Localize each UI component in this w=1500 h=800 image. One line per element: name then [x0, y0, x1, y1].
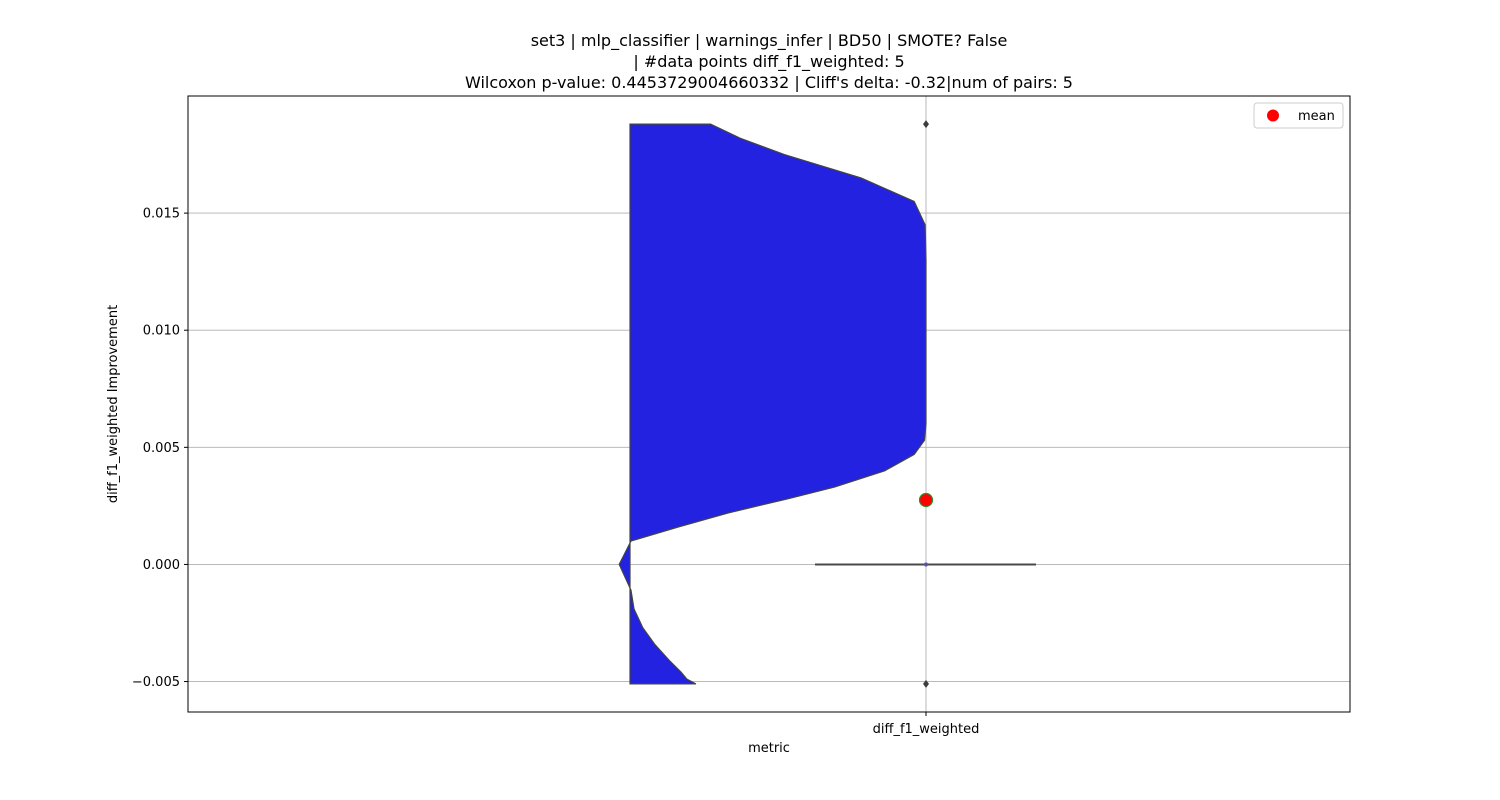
- legend-label: mean: [1298, 109, 1335, 124]
- x-axis: diff_f1_weighted: [873, 712, 980, 737]
- y-axis: −0.005 0.000 0.005 0.010 0.015: [132, 207, 188, 690]
- outlier-point: [923, 120, 929, 129]
- box-median-dot: [924, 562, 928, 567]
- legend: mean: [1253, 102, 1344, 129]
- x-tick-label: diff_f1_weighted: [873, 722, 980, 737]
- legend-box: [1253, 102, 1344, 129]
- y-tick-label: 0.005: [143, 441, 180, 456]
- legend-mean-marker: [1267, 109, 1279, 122]
- violin-shape: [618, 123, 927, 685]
- y-axis-label: diff_f1_weighted Improvement: [106, 305, 121, 503]
- chart-title-line-2: | #data points diff_f1_weighted: 5: [633, 52, 904, 72]
- outlier-point: [923, 679, 929, 688]
- outliers: [923, 120, 929, 688]
- box-plot: [815, 562, 1036, 567]
- mean-marker: [918, 492, 934, 508]
- y-tick-label: 0.000: [143, 558, 180, 573]
- y-tick-label: 0.015: [143, 207, 180, 222]
- chart-title-line-3: Wilcoxon p-value: 0.4453729004660332 | C…: [465, 73, 1073, 92]
- plot-frame: [187, 95, 1351, 713]
- chart-title-line-1: set3 | mlp_classifier | warnings_infer |…: [531, 31, 1008, 51]
- y-tick-label: −0.005: [132, 675, 180, 690]
- x-axis-label: metric: [748, 741, 790, 756]
- y-tick-label: 0.010: [143, 324, 180, 339]
